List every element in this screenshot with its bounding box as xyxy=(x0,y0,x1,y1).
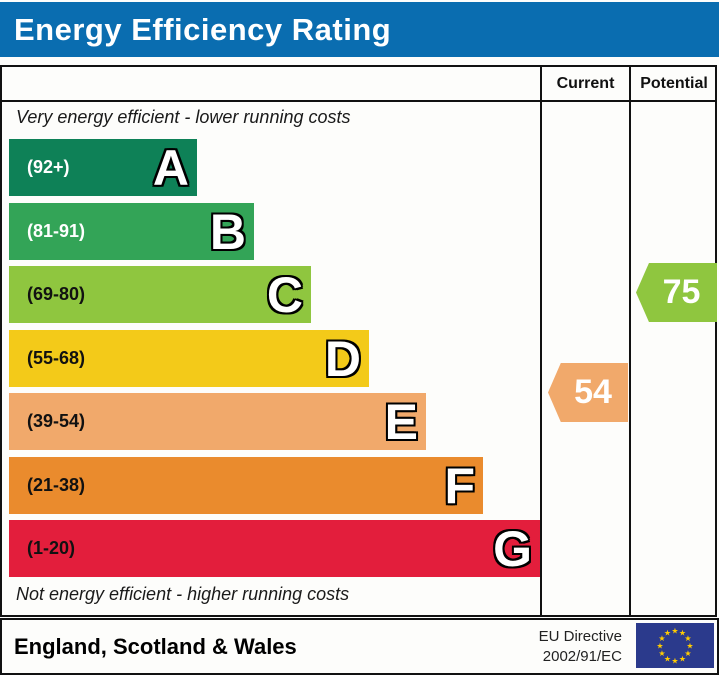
svg-text:★: ★ xyxy=(664,655,671,664)
svg-text:★: ★ xyxy=(658,634,665,643)
band-f: (21-38) F xyxy=(9,457,483,514)
band-range: (69-80) xyxy=(27,284,86,304)
top-note: Very energy efficient - lower running co… xyxy=(16,107,351,127)
column-divider-current xyxy=(540,67,542,615)
energy-rating-chart: Current Potential Very energy efficient … xyxy=(0,65,717,617)
band-range: (92+) xyxy=(27,157,70,177)
svg-text:★: ★ xyxy=(684,649,691,658)
svg-text:★: ★ xyxy=(664,629,671,638)
band-range: (21-38) xyxy=(27,475,86,495)
band-letter: D xyxy=(324,330,361,387)
svg-text:★: ★ xyxy=(684,634,691,643)
band-range: (1-20) xyxy=(27,538,76,558)
svg-text:★: ★ xyxy=(679,655,686,664)
potential-rating-value: 75 xyxy=(662,273,701,311)
eu-flag-stars: ★ ★ ★ ★ ★ ★ ★ ★ ★ ★ ★ ★ xyxy=(656,627,693,666)
band-e: (39-54) E xyxy=(9,393,426,450)
band-letter: F xyxy=(444,457,475,514)
band-range: (55-68) xyxy=(27,348,86,368)
current-rating-value: 54 xyxy=(574,373,612,411)
band-g: (1-20) G xyxy=(9,520,540,577)
eu-directive-line1: EU Directive xyxy=(538,627,622,645)
bottom-note: Not energy efficient - higher running co… xyxy=(16,584,350,604)
band-letter: C xyxy=(266,266,303,323)
band-range: (81-91) xyxy=(27,221,86,241)
svg-text:★: ★ xyxy=(671,627,678,636)
current-column-header: Current xyxy=(556,74,615,92)
band-letter: G xyxy=(493,520,532,577)
potential-column-header: Potential xyxy=(640,74,708,92)
footer-bar: England, Scotland & Wales EU Directive 2… xyxy=(0,618,719,675)
current-arrow: 54 xyxy=(548,363,628,422)
column-header-row xyxy=(2,67,715,102)
band-letter: A xyxy=(152,139,189,196)
band-range: (39-54) xyxy=(27,411,86,431)
svg-text:★: ★ xyxy=(671,657,678,666)
band-a: (92+) A xyxy=(9,139,197,196)
title-bar: Energy Efficiency Rating xyxy=(0,2,719,57)
column-divider-potential xyxy=(629,67,631,615)
svg-text:★: ★ xyxy=(686,642,693,651)
eu-directive-label: EU Directive 2002/91/EC xyxy=(539,627,622,667)
svg-text:★: ★ xyxy=(658,649,665,658)
band-b: (81-91) B xyxy=(9,203,254,260)
band-d: (55-68) D xyxy=(9,330,369,387)
eu-directive-line2: 2002/91/EC xyxy=(542,647,622,665)
eu-flag-icon: ★ ★ ★ ★ ★ ★ ★ ★ ★ ★ ★ ★ xyxy=(636,623,714,668)
region-label: England, Scotland & Wales xyxy=(14,633,297,659)
svg-text:★: ★ xyxy=(679,629,686,638)
page-title: Energy Efficiency Rating xyxy=(14,11,392,47)
band-letter: B xyxy=(209,203,246,260)
band-letter: E xyxy=(384,393,418,450)
potential-arrow: 75 xyxy=(636,263,717,322)
svg-text:★: ★ xyxy=(656,642,663,651)
band-c: (69-80) C xyxy=(9,266,311,323)
